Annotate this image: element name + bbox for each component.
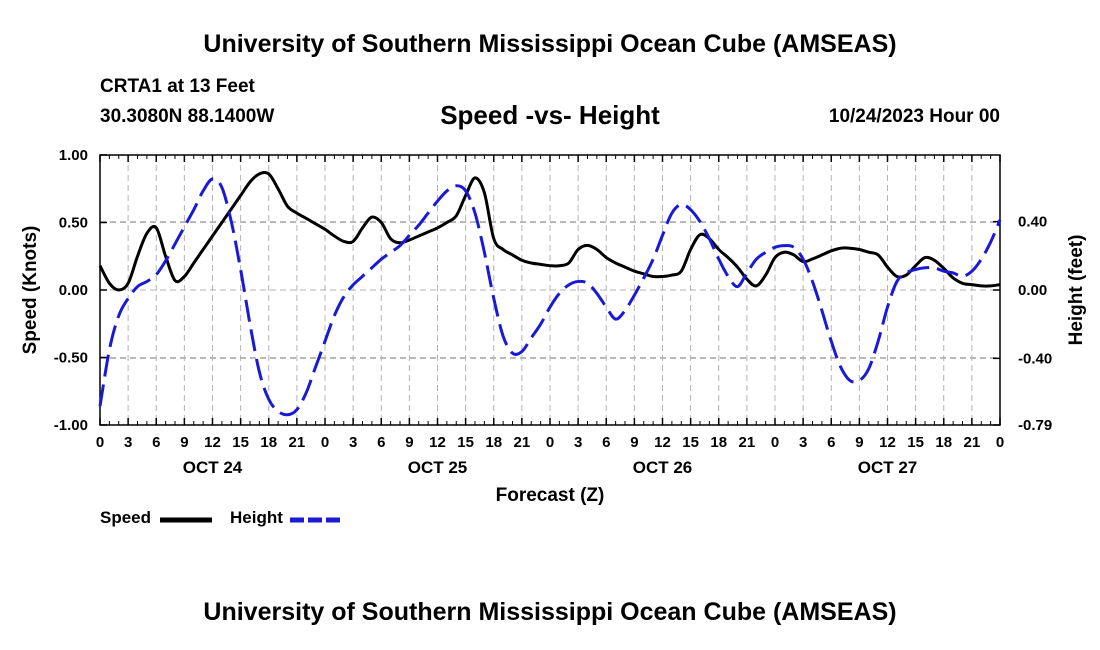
- legend-speed-label: Speed: [100, 508, 152, 527]
- x-tick-label: 9: [180, 434, 188, 451]
- x-tick-label: 9: [630, 434, 638, 451]
- x-tick-label: 21: [289, 434, 306, 451]
- x-tick-label: 6: [827, 434, 835, 451]
- y2-tick-label: 0.40: [1018, 214, 1047, 231]
- day-label: OCT 26: [633, 458, 693, 477]
- x-tick-label: 3: [799, 434, 807, 451]
- y-tick-label: -0.50: [54, 350, 88, 367]
- x-tick-label: 15: [907, 434, 924, 451]
- x-tick-label: 18: [935, 434, 952, 451]
- axis-labels: 0 3 6 9 12 15 18 21 0 3 6 9 12 15 18 21 0 3 6 9 12 15 18 21 0 3 6 9…: [20, 147, 1087, 506]
- x-tick-label: 15: [457, 434, 474, 451]
- x-tick-label: 12: [654, 434, 671, 451]
- x-tick-label: 6: [602, 434, 610, 451]
- x-tick-label: 12: [429, 434, 446, 451]
- x-tick-label: 21: [964, 434, 981, 451]
- y-tick-label: 0.00: [59, 282, 88, 299]
- legend-height-label: Height: [230, 508, 283, 527]
- x-axis-title: Forecast (Z): [496, 485, 605, 506]
- station-coordinates: 30.3080N 88.1400W: [100, 106, 275, 127]
- main-title: University of Southern Mississippi Ocean…: [203, 30, 897, 58]
- station-label: CRTA1 at 13 Feet: [100, 76, 255, 97]
- x-tick-label: 3: [124, 434, 132, 451]
- legend-height-swatch: [290, 517, 342, 523]
- y2-tick-label: 0.00: [1018, 282, 1047, 299]
- x-tick-label: 0: [321, 434, 329, 451]
- x-tick-label: 12: [204, 434, 221, 451]
- x-tick-label: 18: [710, 434, 727, 451]
- x-tick-label: 9: [855, 434, 863, 451]
- grid: [100, 155, 1000, 426]
- y-tick-label: -1.00: [54, 417, 88, 434]
- x-tick-label: 0: [546, 434, 554, 451]
- x-tick-label: 3: [574, 434, 582, 451]
- x-tick-label: 0: [996, 434, 1004, 451]
- y2-axis-title: Height (feet): [1066, 235, 1087, 346]
- speed-series-line: [98, 170, 1001, 292]
- x-tick-label: 6: [152, 434, 160, 451]
- height-series-line: [98, 177, 1002, 417]
- y-tick-label: 0.50: [59, 215, 88, 232]
- chart-title: Speed -vs- Height: [440, 100, 660, 130]
- plot-frame: [99, 154, 1001, 426]
- x-tick-label: 0: [96, 434, 104, 451]
- day-label: OCT 25: [408, 458, 468, 477]
- legend-speed-swatch: [160, 517, 212, 523]
- y2-tick-label: -0.40: [1018, 350, 1052, 367]
- x-tick-label: 0: [771, 434, 779, 451]
- series: [98, 170, 1002, 417]
- y-tick-label: 1.00: [59, 147, 88, 164]
- x-tick-label: 21: [739, 434, 756, 451]
- x-tick-label: 9: [405, 434, 413, 451]
- day-label: OCT 24: [183, 458, 243, 477]
- axes: [99, 154, 1001, 426]
- footer-title: University of Southern Mississippi Ocean…: [203, 598, 897, 626]
- run-date: 10/24/2023 Hour 00: [828, 106, 1000, 127]
- y-axis-title: Speed (Knots): [20, 226, 41, 355]
- x-tick-label: 6: [377, 434, 385, 451]
- x-tick-label: 15: [232, 434, 249, 451]
- x-tick-label: 18: [260, 434, 277, 451]
- x-tick-label: 21: [514, 434, 531, 451]
- y2-tick-label: -0.79: [1018, 417, 1052, 434]
- x-tick-label: 15: [682, 434, 699, 451]
- x-tick-label: 18: [485, 434, 502, 451]
- x-tick-label: 12: [879, 434, 896, 451]
- x-tick-label: 3: [349, 434, 357, 451]
- day-label: OCT 27: [858, 458, 918, 477]
